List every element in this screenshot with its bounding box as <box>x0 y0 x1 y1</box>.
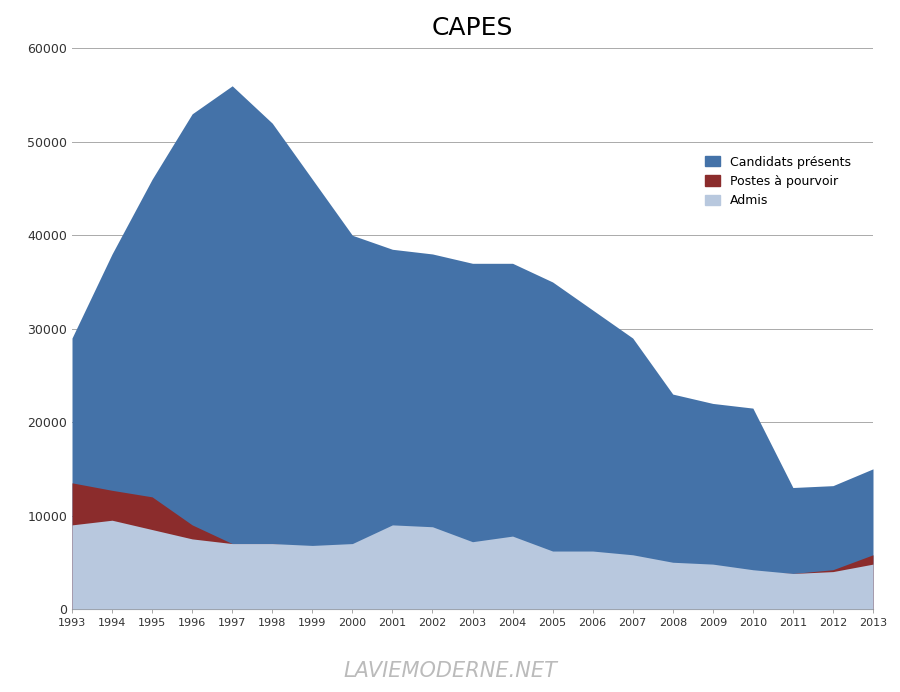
Text: LAVIEMODERNE.NET: LAVIEMODERNE.NET <box>343 662 557 681</box>
Title: CAPES: CAPES <box>432 15 513 39</box>
Legend: Candidats présents, Postes à pourvoir, Admis: Candidats présents, Postes à pourvoir, A… <box>705 156 850 207</box>
